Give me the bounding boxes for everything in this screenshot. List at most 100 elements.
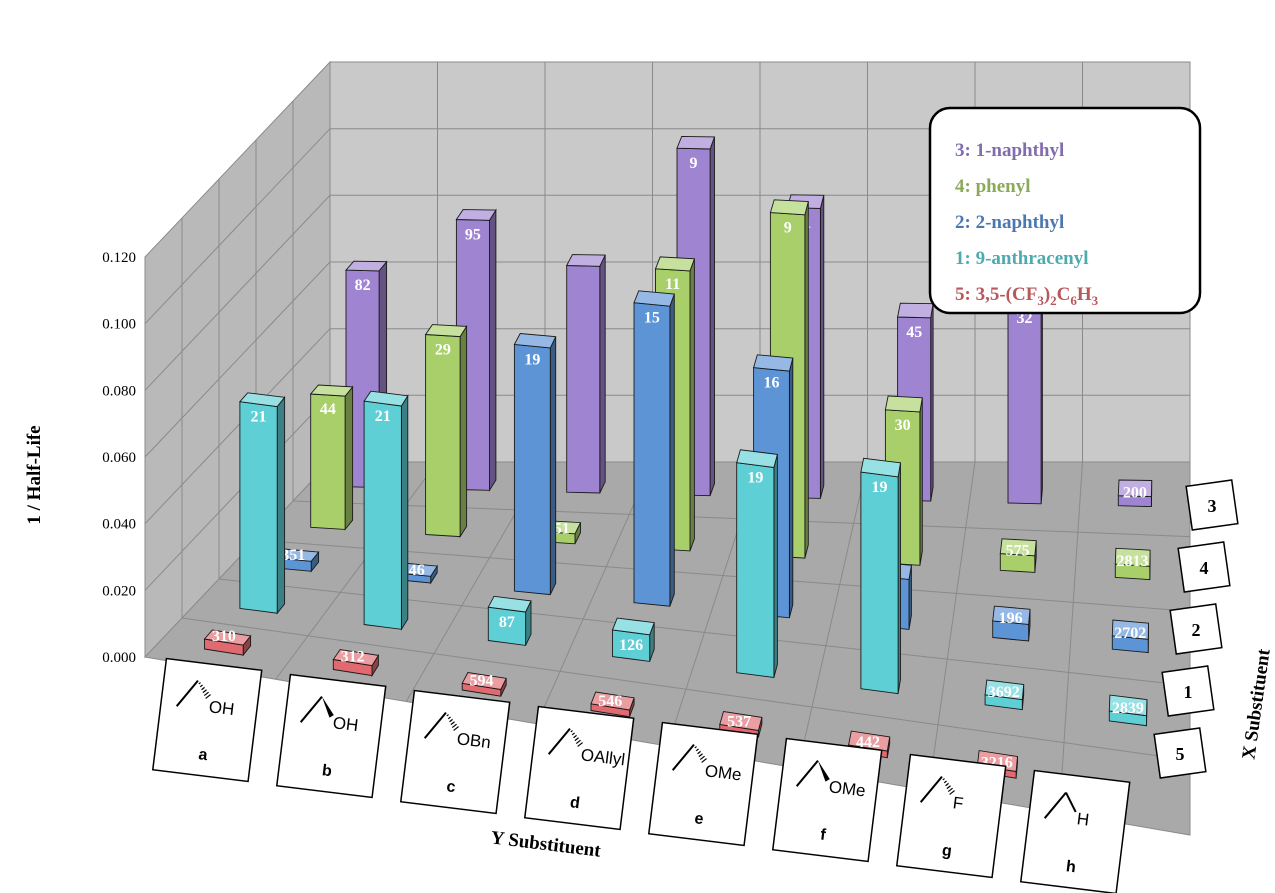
gridline-horizontal (144, 194, 1190, 391)
data-label: 196 (999, 610, 1023, 627)
data-label: 21 (251, 409, 267, 426)
x-substituent-text: 1 (1184, 682, 1193, 702)
wedge-bond (321, 696, 334, 718)
hash-bond (453, 726, 459, 731)
bar-side (599, 254, 606, 494)
legend-entry: 1: 9-anthracenyl (955, 248, 1089, 269)
legend-text-part: C (1057, 284, 1071, 305)
bond-line (423, 711, 447, 739)
legend-box (928, 106, 1202, 315)
bar-front (363, 400, 402, 630)
y-substituent-label: Hh (1019, 769, 1131, 893)
bar (1114, 547, 1151, 581)
subscript: 6 (1070, 293, 1077, 308)
bond-line (1065, 792, 1077, 813)
data-label: 575 (1006, 543, 1030, 560)
label-box (1177, 541, 1231, 593)
bar (984, 679, 1025, 711)
hash-bond (574, 737, 579, 742)
hash-bond (203, 691, 209, 697)
bar (565, 254, 606, 494)
bar-top (884, 395, 923, 413)
label-box (275, 673, 387, 799)
hash-bond (449, 718, 453, 723)
wedge-bond (817, 760, 830, 782)
data-label: 19 (872, 479, 888, 496)
bar-side (788, 357, 794, 618)
hash-bond (699, 755, 705, 761)
x-substituent-text: 3 (1208, 496, 1217, 516)
bar-top (565, 254, 606, 267)
floor-gridline (275, 461, 438, 680)
y-substituent-label: OBn c (399, 689, 511, 815)
bar-top (1108, 694, 1148, 717)
bar-top (203, 629, 252, 646)
bar (633, 290, 675, 607)
data-label: 594 (469, 672, 493, 689)
bar-top (309, 384, 354, 397)
bar-top (984, 679, 1025, 701)
y-tick-label: 0.120 (102, 250, 136, 266)
bar-side (400, 394, 409, 631)
substituent-key: e (693, 810, 704, 828)
bar-top (611, 617, 655, 636)
data-label: 21 (375, 408, 391, 425)
y-tick-label: 0.040 (102, 517, 136, 533)
data-label: 351 (281, 547, 305, 564)
bar-side (773, 454, 778, 678)
substituent-group: OH (332, 713, 360, 735)
bar (1117, 479, 1153, 508)
hash-bond (573, 734, 577, 739)
subscript: 2 (1050, 293, 1057, 308)
hash-bond (947, 787, 953, 793)
label-box (771, 737, 883, 863)
floor-gridline (536, 461, 653, 724)
label-box (1019, 769, 1131, 893)
y-tick-label: 0.000 (102, 650, 136, 666)
x-substituent-label: 3 (1185, 479, 1239, 531)
data-label: 82 (355, 277, 371, 294)
substituent-group: OMe (828, 777, 867, 800)
hash-bond (577, 742, 583, 747)
bar-top (736, 449, 778, 468)
bar-side (459, 324, 468, 539)
bar (424, 324, 468, 539)
data-label: 546 (598, 693, 622, 710)
bar-side (489, 208, 497, 492)
bar-top (513, 333, 557, 349)
bar (999, 538, 1037, 573)
hash-bond (946, 785, 951, 790)
bar-front (239, 401, 278, 614)
z-axis-title: X Substituent (1238, 647, 1274, 761)
bar-top (1117, 479, 1153, 498)
y-substituent-label: OMe f (771, 737, 883, 863)
bar (332, 649, 380, 678)
bond-line (299, 695, 323, 723)
substituent-group: F (952, 793, 965, 813)
hash-bond (199, 684, 203, 688)
bar (611, 617, 655, 662)
bar-side (689, 258, 695, 552)
substituent-key: f (819, 826, 827, 844)
legend-text-part: ) (1044, 284, 1050, 305)
bar (736, 449, 778, 679)
data-label: 16 (764, 375, 780, 392)
x-substituent-label: 5 (1153, 727, 1207, 779)
floor-gridline (928, 461, 976, 791)
bar-top (999, 538, 1037, 557)
data-label: 2839 (1112, 700, 1144, 717)
hash-bond (695, 748, 699, 752)
data-label: 9 (690, 155, 698, 172)
label-box (647, 721, 759, 847)
bar (590, 691, 635, 718)
bar-top (769, 199, 809, 216)
data-label: 87 (499, 614, 515, 631)
bar (363, 390, 409, 631)
hash-bond (943, 780, 947, 784)
bar-side (276, 396, 286, 615)
x-substituent-text: 5 (1176, 744, 1185, 764)
data-label: 2702 (1114, 625, 1146, 642)
bar-top (590, 691, 635, 711)
